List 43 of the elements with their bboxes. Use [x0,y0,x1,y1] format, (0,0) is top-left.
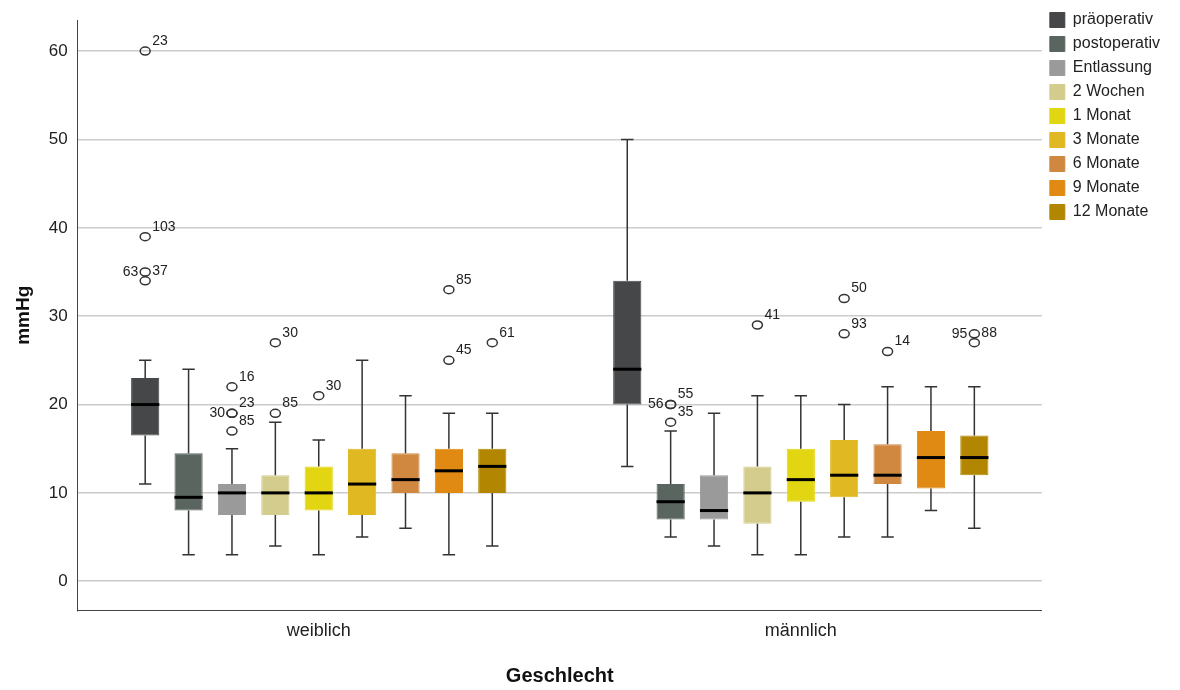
annotation: 45 [455,341,472,358]
annotation: 85 [282,394,299,411]
annotation: 85 [238,411,255,428]
annotation: 30 [325,376,342,393]
annotation: 61 [499,323,516,340]
annotation: 35 [677,403,694,420]
legend-label: 6 Monate [1072,154,1140,172]
x-tick-label: männlich [764,620,837,641]
annotation: 30 [209,404,226,421]
legend-label: 1 Monat [1072,106,1132,124]
annotation: 16 [238,367,255,384]
legend-label: 3 Monate [1072,130,1140,148]
annotation: 85 [455,270,472,287]
annotation: 55 [677,385,694,402]
annotation: 103 [152,217,176,234]
annotation: 30 [282,323,299,340]
y-tick-label: 50 [48,129,68,149]
legend-label: postoperativ [1072,34,1161,52]
annotation: 41 [764,305,781,322]
y-tick-label: 20 [48,394,68,414]
annotation: 88 [981,323,998,340]
annotation: 14 [894,332,911,349]
y-tick-label: 0 [58,570,68,590]
x-axis-title: Geschlecht [505,663,615,686]
y-axis-title: mmHg [11,285,33,345]
annotation: 50 [851,279,867,296]
y-tick-label: 40 [48,217,68,237]
annotation: 37 [152,261,168,278]
annotation: 23 [152,31,168,48]
legend-label: 9 Monate [1072,178,1140,196]
legend-label: 12 Monate [1072,202,1149,220]
annotation: 93 [851,314,867,331]
y-tick-label: 30 [48,305,68,325]
x-tick-label: weiblich [285,620,351,641]
annotation: 95 [951,324,968,341]
y-tick-label: 10 [48,482,68,502]
legend-label: Entlassung [1072,58,1153,76]
annotation: 56 [648,395,664,412]
legend-label: 2 Wochen [1072,82,1145,100]
y-tick-label: 60 [48,40,68,60]
legend-label: präoperativ [1072,10,1153,28]
annotation: 63 [122,262,139,279]
annotation: 23 [238,394,255,411]
